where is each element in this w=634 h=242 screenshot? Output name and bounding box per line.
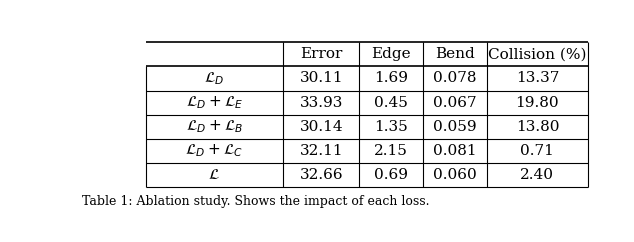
Text: 32.66: 32.66: [299, 168, 343, 182]
Text: 13.80: 13.80: [515, 120, 559, 134]
Text: 0.71: 0.71: [521, 144, 554, 158]
Text: 0.078: 0.078: [434, 71, 477, 85]
Text: 30.14: 30.14: [299, 120, 343, 134]
Text: 0.067: 0.067: [433, 96, 477, 110]
Text: $\mathcal{L}_D$: $\mathcal{L}_D$: [204, 70, 224, 87]
Text: 0.081: 0.081: [433, 144, 477, 158]
Text: Error: Error: [300, 47, 342, 61]
Text: Table 1: Ablation study. Shows the impact of each loss.: Table 1: Ablation study. Shows the impac…: [82, 195, 429, 208]
Text: 0.060: 0.060: [433, 168, 477, 182]
Text: Edge: Edge: [372, 47, 411, 61]
Text: $\mathcal{L}_D + \mathcal{L}_C$: $\mathcal{L}_D + \mathcal{L}_C$: [185, 143, 243, 159]
Text: 19.80: 19.80: [515, 96, 559, 110]
Text: Bend: Bend: [436, 47, 475, 61]
Text: 1.69: 1.69: [374, 71, 408, 85]
Text: 32.11: 32.11: [299, 144, 343, 158]
Text: 0.059: 0.059: [433, 120, 477, 134]
Text: 30.11: 30.11: [299, 71, 343, 85]
Text: $\mathcal{L}_D + \mathcal{L}_E$: $\mathcal{L}_D + \mathcal{L}_E$: [186, 94, 243, 111]
Text: 2.15: 2.15: [374, 144, 408, 158]
Text: $\mathcal{L}_D + \mathcal{L}_B$: $\mathcal{L}_D + \mathcal{L}_B$: [186, 119, 243, 135]
Text: 1.35: 1.35: [375, 120, 408, 134]
Text: 13.37: 13.37: [515, 71, 559, 85]
Text: 0.69: 0.69: [374, 168, 408, 182]
Text: 0.45: 0.45: [374, 96, 408, 110]
Text: 2.40: 2.40: [521, 168, 555, 182]
Text: 33.93: 33.93: [299, 96, 343, 110]
Text: Collision (%): Collision (%): [488, 47, 586, 61]
Text: $\mathcal{L}$: $\mathcal{L}$: [209, 168, 221, 182]
